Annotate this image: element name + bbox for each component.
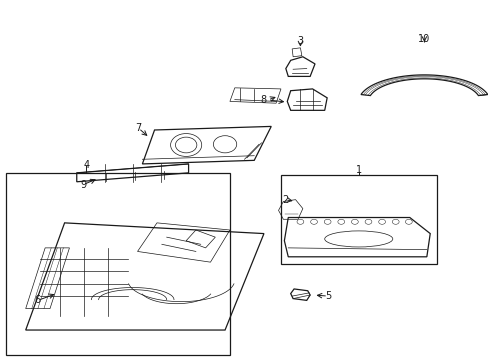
Text: 9: 9 bbox=[80, 180, 86, 190]
Bar bbox=[6, 173, 229, 355]
Bar bbox=[281, 175, 436, 264]
Text: 7: 7 bbox=[135, 123, 142, 133]
Text: 6: 6 bbox=[35, 296, 41, 305]
Text: 3: 3 bbox=[297, 36, 303, 46]
Text: 1: 1 bbox=[355, 165, 361, 175]
Text: 2: 2 bbox=[282, 195, 288, 204]
Text: 4: 4 bbox=[83, 159, 89, 170]
Text: 8: 8 bbox=[260, 95, 265, 105]
Text: 10: 10 bbox=[417, 34, 429, 44]
Text: 5: 5 bbox=[325, 291, 330, 301]
